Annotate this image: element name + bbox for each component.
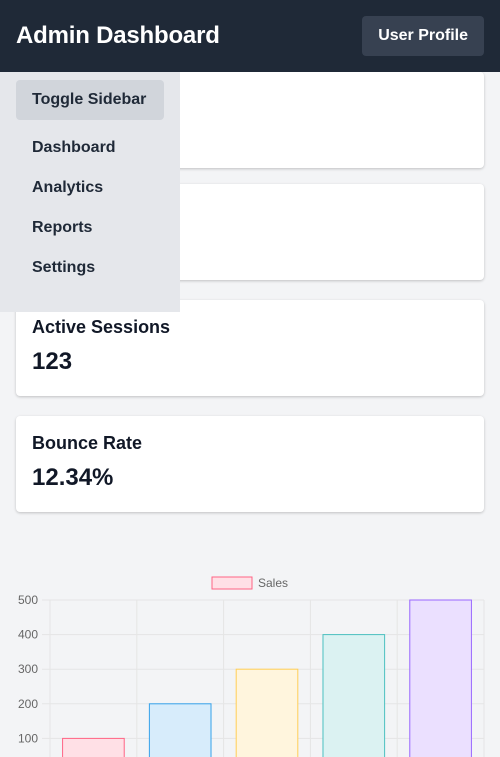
sidebar-item-settings[interactable]: Settings	[32, 259, 96, 276]
sidebar-item-reports[interactable]: Reports	[32, 219, 93, 236]
sidebar: Toggle Sidebar Dashboard Analytics Repor…	[0, 64, 180, 312]
main-content: Active Sessions 123 Bounce Rate 12.34% 1…	[0, 72, 500, 757]
user-profile-button[interactable]: User Profile	[362, 16, 484, 56]
bounce-rate-card: Bounce Rate 12.34%	[16, 416, 484, 512]
y-tick-label: 300	[18, 662, 38, 676]
y-tick-label: 100	[18, 731, 38, 745]
app-title: Admin Dashboard	[16, 22, 220, 49]
sales-chart: 100 200 300 400 500 Sales	[0, 572, 500, 757]
card-title: Active Sessions	[32, 317, 171, 337]
chart-bar	[62, 737, 125, 757]
card-value: 12.34%	[32, 464, 114, 491]
legend-swatch	[211, 576, 253, 590]
toggle-sidebar-button[interactable]: Toggle Sidebar	[16, 80, 164, 120]
chart-bar	[148, 703, 212, 757]
sidebar-item-analytics[interactable]: Analytics	[32, 179, 104, 196]
y-tick-label: 200	[18, 697, 38, 711]
top-navigation-bar: Admin Dashboard User Profile	[0, 0, 500, 72]
sidebar-item-dashboard[interactable]: Dashboard	[32, 139, 116, 156]
sidebar-nav: Dashboard Analytics Reports Settings	[16, 128, 164, 288]
card-title: Bounce Rate	[32, 433, 143, 453]
card-value: 123	[32, 348, 73, 375]
chart-bar	[409, 599, 472, 757]
chart-bar	[322, 634, 386, 757]
chart-bar	[235, 668, 299, 757]
sales-chart-svg: 100 200 300 400 500 Sales	[18, 576, 485, 757]
active-sessions-card: Active Sessions 123	[16, 300, 484, 396]
y-tick-label: 500	[18, 593, 38, 607]
legend-label-sales: Sales	[258, 576, 288, 590]
y-tick-label: 400	[18, 628, 38, 642]
